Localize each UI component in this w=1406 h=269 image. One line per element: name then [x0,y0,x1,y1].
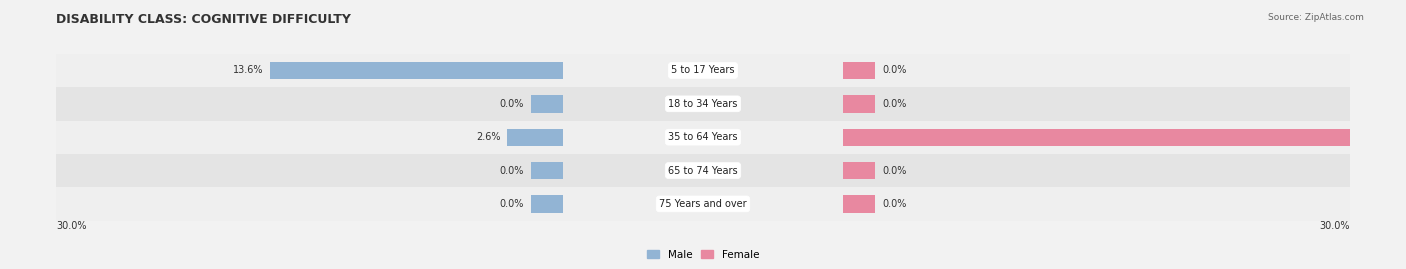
Text: 30.0%: 30.0% [1319,221,1350,231]
Bar [56,87,1350,121]
Bar [506,129,562,146]
Text: 35 to 64 Years: 35 to 64 Years [668,132,738,142]
Bar [844,162,876,179]
Text: 0.0%: 0.0% [499,199,524,209]
Text: 0.0%: 0.0% [882,199,907,209]
Text: 30.0%: 30.0% [56,221,87,231]
Bar [270,62,562,79]
Bar [56,54,1350,87]
Text: 0.0%: 0.0% [499,165,524,176]
Text: Source: ZipAtlas.com: Source: ZipAtlas.com [1268,13,1364,22]
Text: 65 to 74 Years: 65 to 74 Years [668,165,738,176]
Text: 0.0%: 0.0% [499,99,524,109]
Bar [844,195,876,213]
Text: 0.0%: 0.0% [882,99,907,109]
Bar [56,187,1350,221]
Bar [530,95,562,112]
Legend: Male, Female: Male, Female [643,245,763,264]
Text: 2.6%: 2.6% [475,132,501,142]
Bar [56,121,1350,154]
Bar [530,162,562,179]
Bar [530,195,562,213]
Text: 13.6%: 13.6% [233,65,263,76]
Text: 18 to 34 Years: 18 to 34 Years [668,99,738,109]
Text: 0.0%: 0.0% [882,165,907,176]
Bar [844,129,1406,146]
Text: DISABILITY CLASS: COGNITIVE DIFFICULTY: DISABILITY CLASS: COGNITIVE DIFFICULTY [56,13,352,26]
Bar [844,95,876,112]
Bar [56,154,1350,187]
Text: 5 to 17 Years: 5 to 17 Years [671,65,735,76]
Bar [844,62,876,79]
Text: 75 Years and over: 75 Years and over [659,199,747,209]
Text: 0.0%: 0.0% [882,65,907,76]
